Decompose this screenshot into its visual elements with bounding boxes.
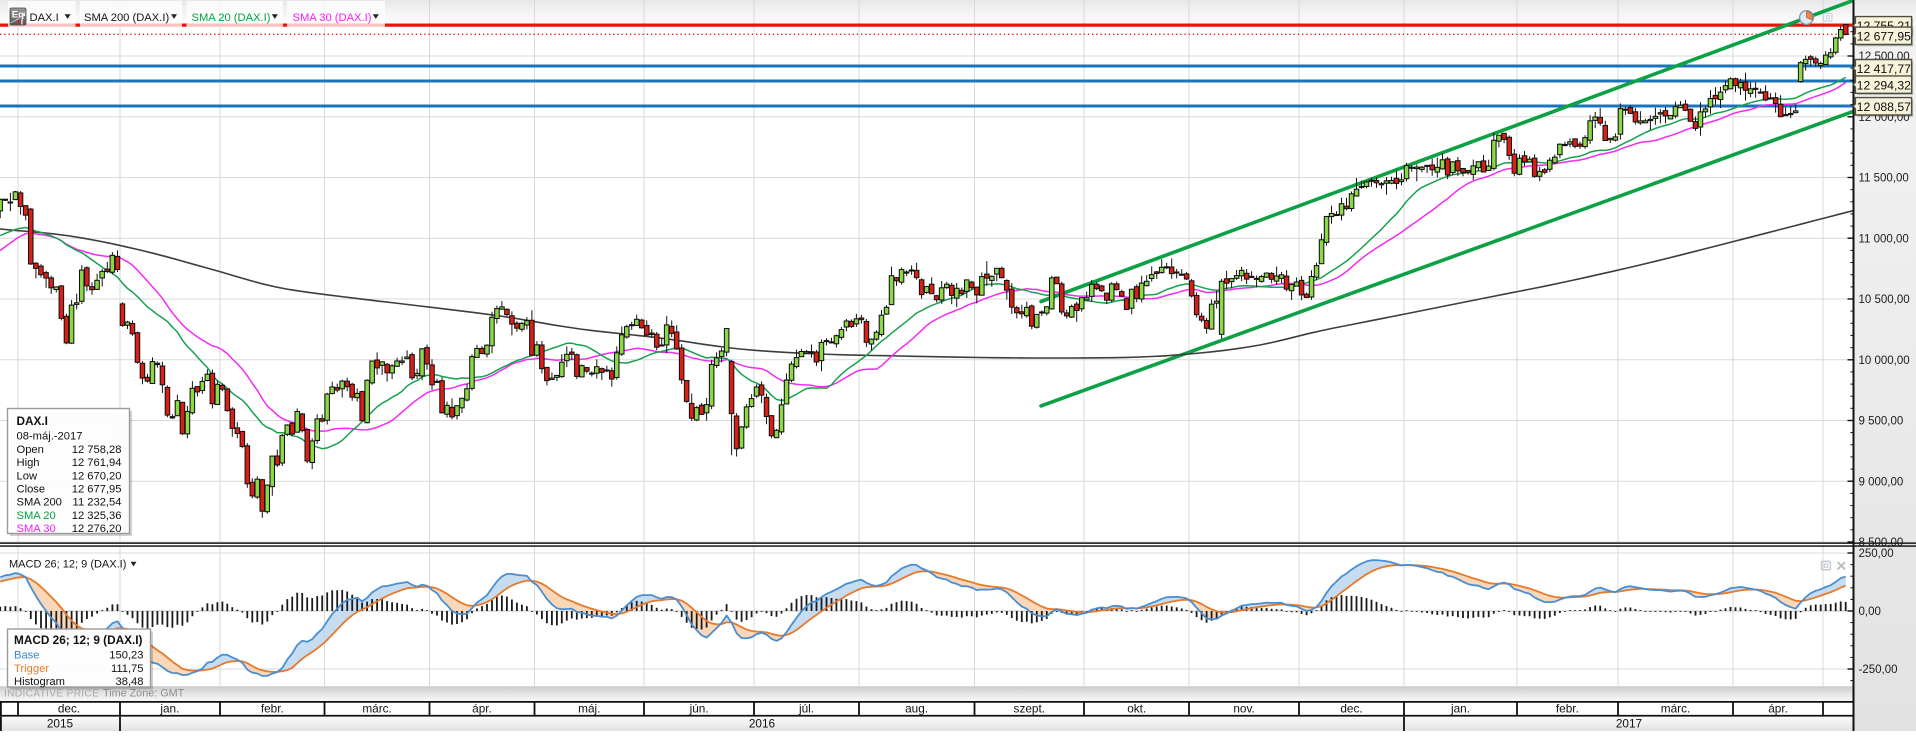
svg-text:SMA 30: SMA 30	[17, 523, 56, 535]
svg-text:10 000,00: 10 000,00	[1859, 355, 1910, 367]
svg-text:máj.: máj.	[578, 702, 600, 716]
svg-text:i: i	[21, 17, 23, 27]
svg-text:márc.: márc.	[1661, 702, 1691, 716]
svg-text:dec.: dec.	[1340, 702, 1362, 716]
svg-text:9 000,00: 9 000,00	[1859, 476, 1904, 488]
svg-text:High: High	[17, 457, 40, 469]
svg-text:12 276,20: 12 276,20	[72, 523, 122, 535]
svg-text:júl.: júl.	[798, 702, 814, 716]
svg-text:08-máj.-2017: 08-máj.-2017	[17, 431, 83, 443]
svg-text:12 294,32: 12 294,32	[1857, 78, 1911, 92]
svg-text:0,00: 0,00	[1859, 606, 1881, 618]
svg-text:12 417,77: 12 417,77	[1857, 62, 1911, 76]
svg-text:MACD 26; 12; 9 (DAX.I): MACD 26; 12; 9 (DAX.I)	[9, 559, 126, 571]
svg-text:2015: 2015	[47, 717, 74, 731]
svg-text:DAX.I: DAX.I	[17, 414, 48, 428]
svg-text:MACD 26; 12; 9 (DAX.I): MACD 26; 12; 9 (DAX.I)	[14, 633, 143, 647]
svg-text:150,23: 150,23	[109, 650, 143, 662]
svg-text:12 758,28: 12 758,28	[72, 444, 122, 456]
svg-text:10 500,00: 10 500,00	[1859, 294, 1910, 306]
svg-text:szept.: szept.	[1014, 702, 1045, 716]
svg-text:38,48: 38,48	[116, 676, 144, 688]
svg-text:márc.: márc.	[362, 702, 392, 716]
svg-text:SMA 20: SMA 20	[17, 510, 56, 522]
svg-text:INDICATIVE PRICE: INDICATIVE PRICE	[4, 689, 99, 700]
svg-text:jan.: jan.	[159, 702, 179, 716]
svg-text:11 500,00: 11 500,00	[1859, 173, 1909, 185]
svg-text:Base: Base	[14, 650, 40, 662]
svg-text:12 677,95: 12 677,95	[72, 484, 122, 496]
svg-text:Close: Close	[17, 484, 46, 496]
svg-text:111,75: 111,75	[111, 663, 144, 675]
svg-text:jan.: jan.	[1450, 702, 1470, 716]
svg-text:12 761,94: 12 761,94	[72, 457, 122, 469]
svg-text:nov.: nov.	[1233, 702, 1254, 716]
svg-text:Histogram: Histogram	[14, 676, 65, 688]
svg-text:Low: Low	[17, 471, 38, 483]
svg-text:SMA 200 (DAX.I): SMA 200 (DAX.I)	[84, 12, 169, 24]
svg-text:Trigger: Trigger	[14, 663, 49, 675]
svg-text:dec.: dec.	[58, 702, 80, 716]
svg-text:aug.: aug.	[905, 702, 928, 716]
svg-text:jún.: jún.	[689, 702, 709, 716]
svg-text:12 088,57: 12 088,57	[1857, 100, 1911, 114]
svg-text:11 000,00: 11 000,00	[1859, 233, 1909, 245]
svg-text:250,00: 250,00	[1859, 548, 1894, 560]
svg-text:ápr.: ápr.	[1768, 702, 1788, 716]
svg-text:SMA 20 (DAX.I): SMA 20 (DAX.I)	[192, 12, 271, 24]
svg-text:2016: 2016	[749, 717, 776, 731]
svg-text:ápr.: ápr.	[472, 702, 492, 716]
svg-text:SMA 200: SMA 200	[17, 497, 62, 509]
svg-text:12 677,95: 12 677,95	[1857, 30, 1911, 44]
svg-text:12 670,20: 12 670,20	[72, 471, 122, 483]
svg-text:DAX.I: DAX.I	[30, 12, 59, 24]
svg-text:2017: 2017	[1616, 717, 1642, 731]
svg-text:SMA 30 (DAX.I): SMA 30 (DAX.I)	[293, 12, 372, 24]
svg-text:febr.: febr.	[261, 702, 284, 716]
svg-text:11 232,54: 11 232,54	[73, 497, 122, 509]
svg-text:Open: Open	[17, 444, 44, 456]
svg-text:9 500,00: 9 500,00	[1859, 416, 1904, 428]
svg-text:febr.: febr.	[1556, 702, 1579, 716]
svg-text:12 325,36: 12 325,36	[72, 510, 122, 522]
svg-text:-250,00: -250,00	[1859, 664, 1898, 676]
svg-text:okt.: okt.	[1127, 702, 1146, 716]
